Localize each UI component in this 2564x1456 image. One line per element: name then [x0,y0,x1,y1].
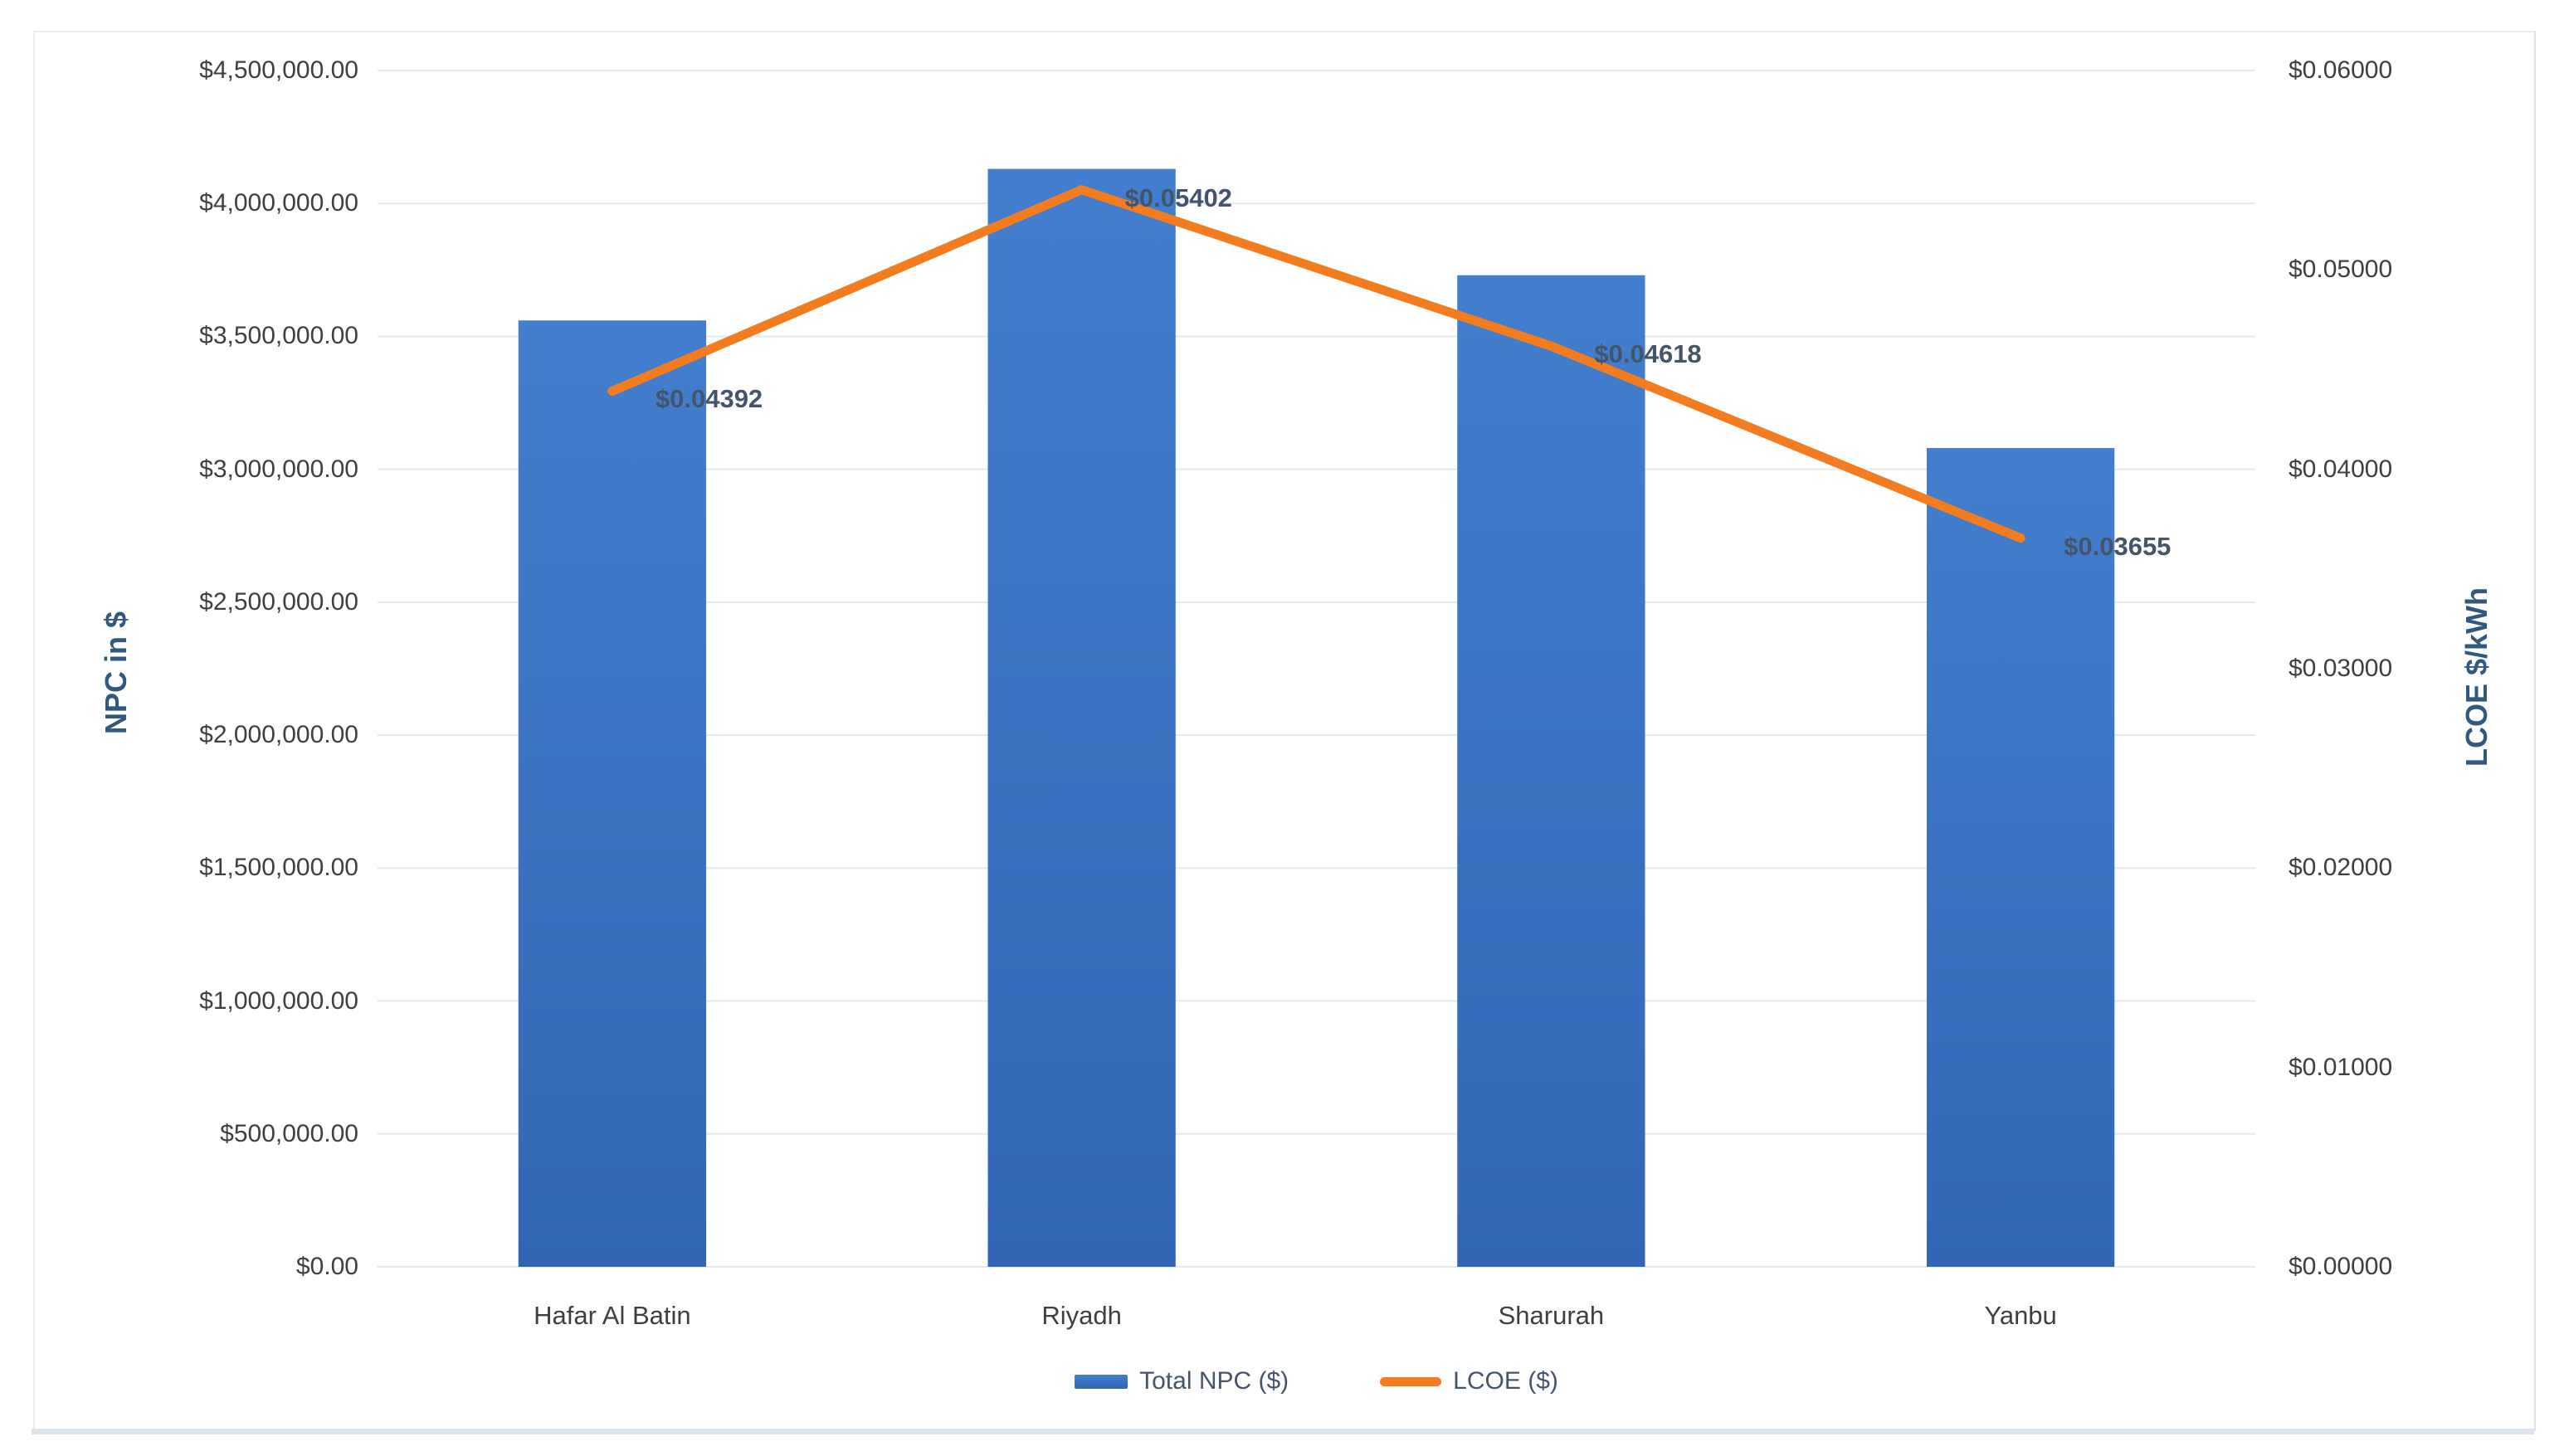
legend-label-lcoe: LCOE ($) [1453,1367,1558,1395]
right-axis-tick-label: $0.02000 [2289,854,2393,882]
bar-hafar-al-batin [518,320,707,1267]
left-axis-title: NPC in $ [99,611,133,735]
data-label-riyadh: $0.05402 [1124,183,1232,212]
lcoe-line-path [607,185,2025,543]
right-axis-tick-label: $0.06000 [2289,56,2393,84]
left-axis-tick-label: $1,500,000.00 [199,854,358,882]
left-axis-tick-label: $3,000,000.00 [199,455,358,483]
legend-label-total-npc: Total NPC ($) [1139,1367,1289,1395]
right-axis-tick-label: $0.04000 [2289,455,2393,483]
data-label-hafar-al-batin: $0.04392 [655,384,763,414]
category-label-yanbu: Yanbu [1984,1301,2057,1330]
data-label-sharurah: $0.04618 [1594,339,1702,369]
bar-swatch-icon [1075,1374,1128,1389]
left-axis-tick-label: $2,000,000.00 [199,721,358,749]
left-axis-tick-label: $500,000.00 [220,1119,358,1147]
bottom-edge-strip [32,1429,2534,1434]
right-axis-tick-label: $0.05000 [2289,256,2393,284]
legend: Total NPC ($) LCOE ($) [378,1362,2255,1400]
left-axis-tick-label: $3,500,000.00 [199,322,358,350]
left-axis-tick-label: $4,000,000.00 [199,189,358,217]
right-axis-tick-label: $0.01000 [2289,1053,2393,1081]
bar-yanbu [1926,448,2115,1267]
lcoe-line [607,185,2025,543]
legend-item-total-npc: Total NPC ($) [1075,1366,1289,1396]
right-axis-tick-label: $0.00000 [2289,1253,2393,1280]
line-swatch-icon [1380,1376,1442,1386]
category-label-sharurah: Sharurah [1498,1301,1605,1330]
bar-sharurah [1457,275,1645,1268]
left-axis-tick-label: $1,000,000.00 [199,986,358,1015]
right-axis-title: LCOE $/kWh [2459,587,2493,767]
category-label-hafar-al-batin: Hafar Al Batin [534,1301,691,1330]
figure-frame [33,31,2536,1431]
right-axis-tick-label: $0.03000 [2289,655,2393,682]
data-label-yanbu: $0.03655 [2064,531,2172,561]
left-axis-tick-label: $4,500,000.00 [199,56,358,84]
category-label-riyadh: Riyadh [1041,1301,1122,1330]
left-axis-tick-label: $2,500,000.00 [199,587,358,616]
bars [518,168,2115,1268]
bar-riyadh [987,168,1176,1267]
left-axis-tick-label: $0.00 [295,1253,358,1280]
legend-item-lcoe: LCOE ($) [1380,1366,1558,1396]
